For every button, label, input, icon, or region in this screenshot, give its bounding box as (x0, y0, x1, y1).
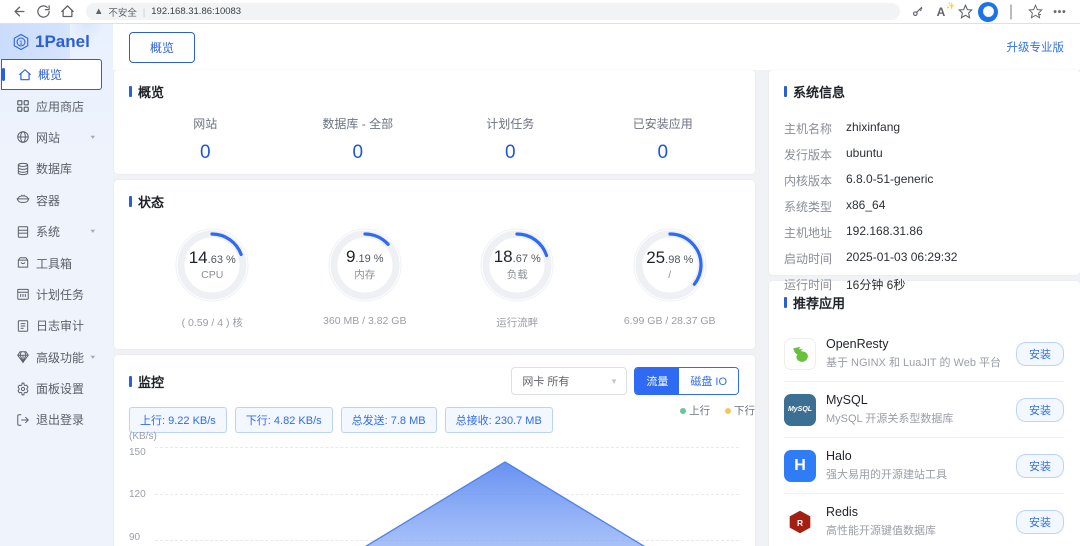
svg-text:1: 1 (20, 40, 23, 46)
